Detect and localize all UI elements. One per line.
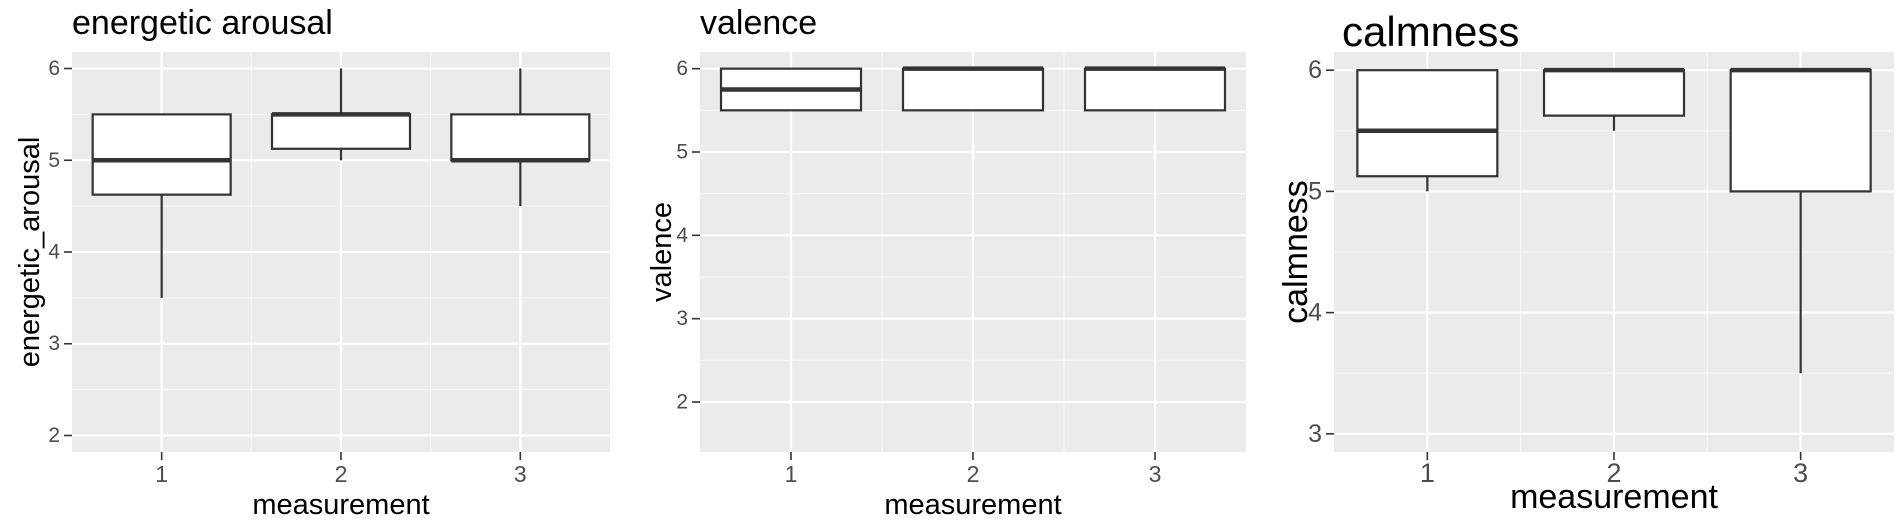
- y-axis-label: energetic_arousal: [14, 137, 46, 368]
- x-tick-label: 2: [967, 461, 980, 487]
- y-tick-label: 6: [1308, 56, 1322, 84]
- x-axis-label: measurement: [252, 489, 429, 521]
- y-tick-label: 4: [1308, 299, 1322, 327]
- x-tick-label: 2: [335, 461, 348, 487]
- box-iqr: [1542, 69, 1686, 117]
- chart-title: calmness: [1342, 8, 1519, 55]
- y-axis-label: calmness: [1277, 180, 1315, 324]
- x-tick-label: 1: [785, 461, 798, 487]
- boxplot-1: [719, 67, 863, 112]
- y-tick-label: 4: [48, 241, 60, 264]
- y-tick-label: 5: [48, 149, 60, 172]
- chart-panel-1: 2 3 4 5 6 1 2 3 energetic arousal measurement ener…: [14, 4, 610, 521]
- boxplot-2: [1542, 67, 1686, 131]
- y-tick-label: 5: [676, 141, 688, 164]
- boxplot-1: [91, 113, 232, 298]
- box-iqr: [1729, 69, 1872, 193]
- boxplot-3: [450, 68, 591, 207]
- x-tick-label: 1: [1420, 458, 1435, 488]
- boxplot-3: [1729, 67, 1872, 374]
- box-iqr: [270, 113, 412, 150]
- x-axis-label: measurement: [884, 489, 1061, 521]
- chart-title: energetic arousal: [72, 4, 333, 42]
- y-tick-label: 6: [676, 57, 688, 80]
- y-tick-label: 5: [1308, 177, 1322, 205]
- x-tick-label: 2: [1606, 458, 1621, 488]
- box-iqr: [1356, 69, 1499, 178]
- box-iqr: [1083, 67, 1227, 112]
- y-tick-label: 4: [676, 224, 688, 247]
- box-iqr: [450, 113, 591, 162]
- boxplot-2: [270, 68, 412, 161]
- x-tick-label: 3: [1793, 458, 1808, 488]
- x-axis-label: measurement: [1510, 478, 1718, 516]
- y-tick-label: 2: [48, 424, 60, 447]
- x-tick-label: 3: [514, 461, 527, 487]
- boxplot-1: [1356, 69, 1499, 192]
- y-axis-label: valence: [646, 202, 678, 302]
- y-tick-label: 3: [1308, 420, 1322, 448]
- x-tick-label: 3: [1149, 461, 1162, 487]
- chart-panel-2: 2 3 4 5 6 1 2 3 valence measurement valence: [646, 4, 1246, 521]
- boxplot-2: [901, 66, 1045, 112]
- y-tick-label: 2: [676, 391, 688, 414]
- box-iqr: [91, 113, 232, 196]
- box-iqr: [901, 67, 1045, 112]
- y-tick-label: 3: [48, 332, 60, 355]
- chart-panel-3: 3 4 5 6 1 2 3 calmness measurement calmness: [1277, 8, 1894, 516]
- y-tick-label: 3: [676, 307, 688, 330]
- chart-title: valence: [700, 4, 817, 42]
- boxplot-3: [1083, 66, 1227, 112]
- y-tick-label: 6: [48, 57, 60, 80]
- x-tick-label: 1: [155, 461, 168, 487]
